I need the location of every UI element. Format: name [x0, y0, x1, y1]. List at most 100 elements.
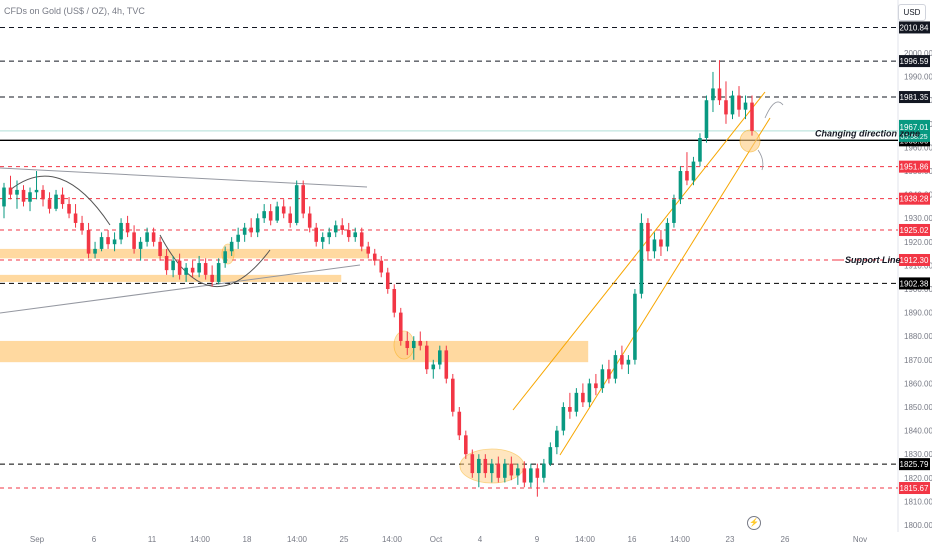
- candle-body: [509, 463, 514, 476]
- candle-body: [307, 213, 312, 228]
- support-zone: [0, 248, 369, 259]
- candle-body: [561, 407, 566, 431]
- candle-body: [223, 251, 227, 264]
- price-level-label: 1902.38: [900, 279, 929, 288]
- arc-top: [9, 175, 111, 226]
- x-tick-label: 9: [535, 535, 540, 544]
- support-zone: [0, 274, 342, 282]
- candle-body: [353, 232, 358, 238]
- candle-body: [41, 189, 45, 200]
- candle-body: [145, 232, 149, 242]
- candle-body: [535, 468, 540, 478]
- candle-body: [54, 194, 58, 209]
- candle-body: [698, 137, 702, 162]
- y-tick-label: 1800.00: [904, 521, 932, 530]
- candle-body: [737, 95, 741, 110]
- price-level-badge: [899, 91, 930, 104]
- candle-body: [711, 88, 715, 101]
- x-tick-label: 11: [148, 535, 157, 544]
- candle-body: [398, 312, 403, 341]
- candle-body: [607, 369, 611, 379]
- y-tick-label: 1860.00: [904, 379, 932, 388]
- candle-body: [626, 359, 631, 365]
- candle-body: [424, 345, 429, 370]
- candle-body: [620, 355, 624, 365]
- price-level-badge: [899, 21, 930, 34]
- symbol-title: CFDs on Gold (US$ / OZ), 4h, TVC: [4, 6, 145, 16]
- candle-body: [431, 364, 436, 370]
- price-level-badge: [899, 160, 930, 173]
- support-zone: [0, 340, 589, 363]
- candle-body: [652, 239, 657, 252]
- candle-body: [555, 430, 559, 448]
- candle-body: [457, 411, 462, 436]
- candle-body: [418, 340, 423, 346]
- x-tick-label: 23: [726, 535, 735, 544]
- candle-body: [236, 234, 240, 242]
- x-tick-label: Oct: [430, 535, 443, 544]
- candle-body: [151, 232, 156, 242]
- candle-body: [164, 255, 169, 271]
- candle-body: [444, 350, 449, 379]
- y-tick-label: 1820.00: [904, 474, 932, 483]
- current-price-label: 1967.01: [900, 123, 929, 132]
- candle-body: [568, 407, 572, 412]
- candle-body: [190, 267, 195, 273]
- y-tick-label: 1830.00: [904, 450, 932, 459]
- candle-body: [99, 237, 104, 249]
- candle-body: [60, 194, 65, 205]
- candle-body: [346, 230, 351, 238]
- candle-body: [685, 171, 689, 181]
- candle-body: [522, 468, 527, 483]
- y-tick-label: 1990.00: [904, 73, 932, 82]
- candle-body: [294, 185, 299, 223]
- candle-body: [483, 458, 488, 474]
- candle-body: [678, 171, 683, 200]
- price-level-badge: [899, 192, 930, 205]
- x-tick-label: Sep: [30, 535, 45, 544]
- price-level-label: 1925.02: [900, 226, 929, 235]
- y-tick-label: 2000.00: [904, 49, 932, 58]
- candle-body: [86, 230, 91, 254]
- y-tick-label: 1920.00: [904, 238, 932, 247]
- candle-body: [281, 206, 286, 214]
- trendline-upper: [0, 167, 368, 188]
- candle-body: [197, 263, 201, 273]
- countdown-label: 03:58:25: [900, 134, 927, 141]
- candle-body: [138, 241, 143, 249]
- candle-body: [477, 458, 481, 474]
- y-tick-label: 1840.00: [904, 427, 932, 436]
- candle-body: [503, 463, 507, 478]
- candle-body: [184, 267, 188, 275]
- candle-body: [125, 222, 130, 233]
- candle-body: [366, 246, 371, 254]
- x-tick-label: 25: [340, 535, 349, 544]
- highlight-retest: [393, 330, 415, 360]
- candle-body: [724, 100, 728, 115]
- candle-body: [717, 88, 722, 101]
- currency-button[interactable]: USD: [898, 4, 926, 21]
- candle-body: [542, 463, 546, 478]
- x-tick-label: 26: [781, 535, 790, 544]
- y-tick-label: 1850.00: [904, 403, 932, 412]
- candle-body: [314, 227, 318, 242]
- current-price-badge: [899, 119, 930, 142]
- candle-body: [15, 189, 19, 195]
- x-tick-label: 4: [478, 535, 483, 544]
- candle-body: [490, 463, 494, 474]
- lightning-icon[interactable]: ⚡: [747, 516, 761, 530]
- price-level-badge: [899, 482, 930, 495]
- candle-body: [67, 204, 71, 214]
- candle-body: [451, 378, 455, 412]
- candle-body: [372, 253, 377, 261]
- candle-body: [288, 213, 292, 223]
- candle-body: [633, 293, 637, 360]
- candle-body: [405, 340, 410, 349]
- candle-body: [438, 350, 442, 365]
- y-tick-label: 1890.00: [904, 309, 932, 318]
- channel-lower: [559, 117, 771, 456]
- candle-body: [255, 218, 260, 233]
- candle-body: [8, 187, 13, 195]
